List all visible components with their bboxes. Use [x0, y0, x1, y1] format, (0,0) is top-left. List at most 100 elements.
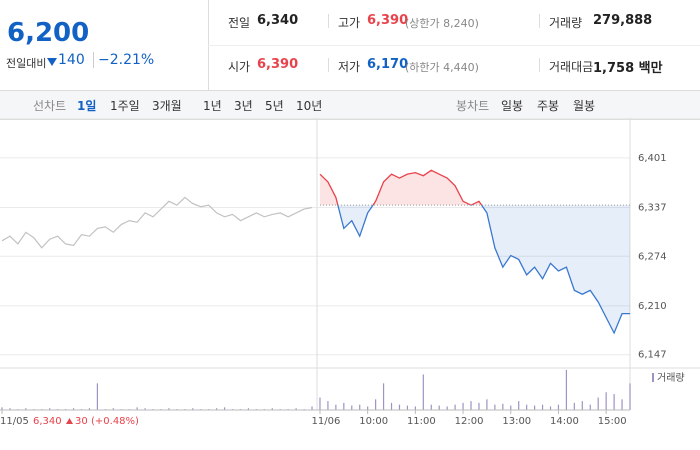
line-up: [319, 169, 483, 206]
change-rate: −2.21%: [93, 52, 154, 68]
volume-bar: [589, 404, 591, 410]
volume-bar: [581, 401, 583, 410]
divider: [328, 14, 329, 28]
candle-tab[interactable]: 일봉: [501, 99, 524, 113]
info-label: 거래량: [549, 16, 583, 30]
volume-bar: [597, 397, 599, 410]
volume-bar: [319, 397, 321, 410]
up-arrow: [66, 418, 73, 424]
x-tick-label: 11/06: [312, 416, 341, 427]
period-tab[interactable]: 1년: [203, 99, 222, 113]
volume-bar: [271, 408, 273, 410]
y-tick-label: 6,147: [638, 350, 667, 361]
volume-bar: [478, 402, 480, 410]
volume-bar: [510, 405, 512, 410]
volume-bar: [406, 405, 409, 410]
line: [1, 196, 313, 249]
volume-bar: [494, 404, 496, 410]
candle-tab[interactable]: 월봉: [573, 99, 596, 113]
divider: [539, 58, 540, 72]
volume-bar: [1, 407, 3, 410]
volume-bar: [462, 402, 464, 410]
info-value: 279,888: [593, 13, 653, 28]
volume-bar: [534, 405, 536, 410]
volume-bar: [621, 399, 623, 410]
volume-bar: [327, 401, 329, 410]
y-tick-label: 6,401: [638, 153, 667, 164]
volume-bar: [430, 404, 432, 410]
volume-bar: [136, 407, 138, 410]
volume-bar: [96, 383, 98, 410]
volume-bar: [25, 408, 27, 410]
period-tab[interactable]: 1일: [77, 99, 97, 113]
volume-bar: [382, 383, 385, 410]
volume-bar: [470, 401, 472, 410]
volume-bar: [541, 404, 544, 410]
info-value: 1,758 백만: [593, 61, 663, 76]
y-tick-label: 6,274: [638, 251, 667, 262]
info-value: 6,390: [257, 57, 299, 72]
info-label: 시가: [228, 60, 251, 74]
volume-bar: [247, 408, 250, 410]
info-label: 전일: [228, 16, 251, 30]
info-rate: (+0.48%): [91, 416, 139, 427]
volume-bar: [422, 374, 424, 410]
volume-bar: [223, 407, 226, 410]
volume-bar: [112, 408, 114, 410]
area-down: [337, 205, 630, 334]
volume-bar: [390, 402, 393, 410]
volume-bar: [605, 392, 607, 410]
volume-bar: [192, 408, 194, 410]
info-label: 고가: [338, 16, 361, 30]
y-tick-label: 6,210: [638, 301, 667, 312]
divider: [208, 45, 700, 46]
area-up: [319, 170, 630, 206]
period-tab[interactable]: 1주일: [110, 99, 140, 113]
tab-label: 봉차트: [456, 99, 490, 113]
x-tick-label: 13:00: [502, 416, 531, 427]
info-label: 저가: [338, 60, 361, 74]
change: 140: [58, 52, 85, 68]
volume-bar: [613, 394, 615, 410]
divider: [539, 14, 540, 28]
volume-bar: [518, 401, 520, 410]
volume-bar: [526, 404, 528, 410]
limit-price: (하한가 4,440): [405, 61, 479, 74]
volume-bar: [502, 403, 504, 410]
info-price: 6,340: [33, 416, 62, 427]
volume-bar: [557, 404, 560, 410]
volume-bar: [398, 404, 401, 410]
y-tick-label: 6,337: [638, 202, 667, 213]
volume-bar: [375, 399, 377, 410]
period-tab[interactable]: 5년: [265, 99, 284, 113]
legend-swatch: [652, 373, 654, 382]
info-value: 6,390: [367, 13, 409, 28]
volume-bar: [486, 399, 488, 410]
x-tick-label: 15:00: [598, 416, 627, 427]
volume-bar: [414, 406, 416, 410]
info-change: 30: [75, 416, 88, 427]
volume-bar: [359, 404, 361, 410]
volume-bar: [438, 405, 440, 410]
limit-price: (상한가 8,240): [405, 17, 479, 30]
volume-bar: [549, 406, 552, 410]
info-value: 6,170: [367, 57, 409, 72]
period-tab[interactable]: 3개월: [152, 99, 182, 113]
volume-bar: [446, 406, 448, 410]
volume-bar: [295, 408, 297, 410]
tab-label: 선차트: [33, 99, 67, 113]
volume-bar: [335, 404, 337, 410]
volume-bar: [72, 408, 75, 410]
change-label: 전일대비: [6, 57, 47, 70]
volume-bar: [573, 402, 575, 410]
period-tab[interactable]: 3년: [234, 99, 253, 113]
info-value: 6,340: [257, 13, 299, 28]
x-tick-label: 11/05: [0, 416, 29, 427]
volume-bar: [351, 405, 353, 410]
candle-tab[interactable]: 주봉: [537, 99, 560, 113]
period-tab[interactable]: 10년: [296, 99, 323, 113]
down-arrow: [47, 58, 57, 66]
x-tick-label: 10:00: [359, 416, 388, 427]
volume-bar: [367, 406, 369, 410]
